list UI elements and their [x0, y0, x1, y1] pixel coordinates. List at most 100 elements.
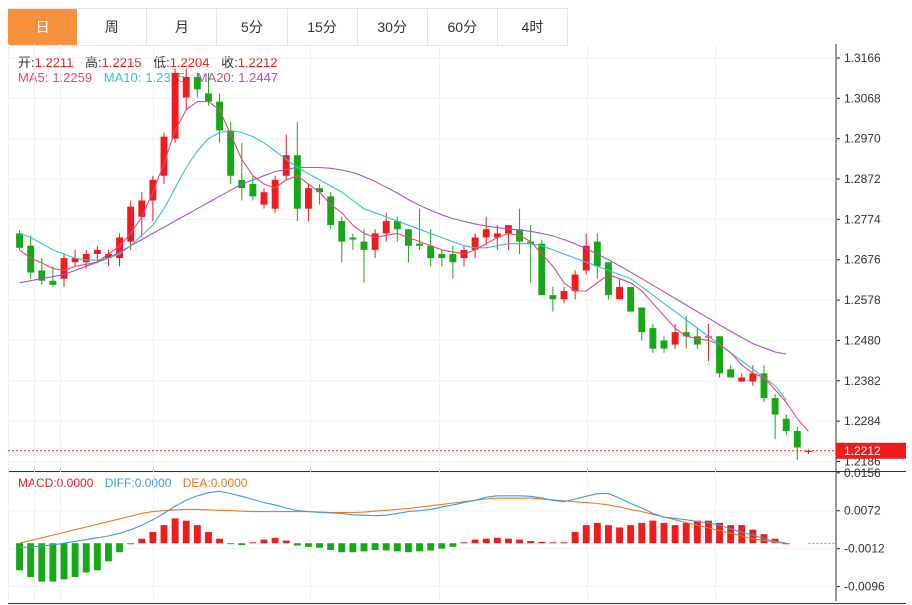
tab-2[interactable]: 月 [147, 9, 218, 45]
macd-y-tick-label: -0.0012 [844, 542, 885, 556]
ma5-label: MA5: [18, 70, 49, 85]
macd-hist-bar [738, 525, 746, 544]
candle-body [116, 237, 123, 259]
macd-hist-bar [505, 538, 512, 544]
y-tick-label: 1.2970 [844, 132, 881, 146]
macd-hist-bar [449, 543, 457, 547]
low-value: 1.2204 [169, 55, 210, 70]
candle-body [793, 431, 801, 448]
open-readout: 开:1.2211 [18, 55, 73, 70]
ma5-line [19, 101, 809, 432]
macd-hist-bar [293, 543, 301, 546]
candle-body [49, 280, 57, 285]
y-tick-label: 1.3166 [844, 51, 881, 65]
candle-body [682, 332, 690, 337]
macd-hist-bar [371, 543, 379, 550]
macd-hist-bar [427, 543, 435, 551]
macd-y-tick-label: 0.0072 [844, 504, 881, 518]
close-readout: 收:1.2212 [221, 55, 277, 70]
candle-body [549, 295, 557, 300]
candle-body [805, 450, 812, 452]
macd-hist-bar [160, 525, 168, 544]
macd-hist-bar [93, 543, 101, 571]
open-label: 开: [18, 55, 35, 70]
macd-hist-bar [549, 542, 557, 544]
dea-label: DEA: [182, 476, 211, 490]
macd-readout-item: MACD:0.0000 [18, 476, 93, 490]
candle-body [160, 136, 168, 176]
candle-body [293, 155, 301, 209]
macd-hist-bar [171, 518, 179, 544]
last-price-badge [836, 442, 906, 459]
macd-hist-bar [649, 520, 657, 544]
high-value: 1.2215 [101, 55, 142, 70]
macd-hist-bar [627, 525, 635, 544]
tab-1[interactable]: 周 [77, 9, 148, 45]
candle-body [382, 221, 390, 234]
macd-hist-bar [382, 543, 390, 551]
candle-body [393, 221, 401, 230]
candle-body [582, 245, 590, 271]
macd-hist-bar [482, 538, 490, 544]
candle-body [538, 243, 546, 296]
candle-body [482, 229, 490, 238]
candle-body [105, 253, 112, 259]
dea-line [19, 497, 787, 544]
ma20-value: 1.2447 [238, 70, 279, 85]
tab-3[interactable]: 5分 [217, 9, 288, 45]
y-tick-label: 1.2774 [844, 212, 881, 226]
macd-hist-bar [238, 543, 246, 546]
tab-7[interactable]: 4时 [497, 9, 568, 45]
ma10-line [19, 129, 787, 401]
macd-hist-bar [782, 543, 790, 545]
macd-hist-bar [527, 540, 535, 544]
candle-body [771, 398, 779, 415]
macd-hist-bar [416, 543, 423, 552]
candle-body [782, 418, 790, 432]
macd-hist-bar [716, 522, 723, 544]
tab-5[interactable]: 30分 [357, 9, 428, 45]
macd-hist-bar [538, 541, 546, 544]
macd-hist-bar [438, 543, 446, 549]
macd-hist-bar [193, 525, 201, 544]
period-tabs: 日周月 5分 15分 30分 60分 4时 [8, 8, 568, 46]
candle-body [82, 253, 90, 263]
close-value: 1.2212 [237, 55, 278, 70]
candle-body [749, 373, 757, 382]
candle-body [760, 373, 768, 399]
candle-body [205, 93, 212, 102]
macd-hist-bar [638, 522, 646, 544]
tab-4[interactable]: 15分 [287, 9, 358, 45]
diff-label: DIFF: [104, 476, 135, 490]
macd-hist-bar [349, 543, 357, 553]
candle-body [571, 274, 579, 292]
dea-readout: DEA:0.0000 [183, 476, 248, 490]
candle-body [216, 101, 223, 131]
candle-body [716, 336, 723, 374]
high-label: 高: [85, 55, 102, 70]
candle-body [149, 179, 157, 201]
macd-hist-bar [249, 542, 257, 544]
macd-hist-bar [493, 537, 501, 544]
candle-body [260, 192, 268, 205]
y-tick-label: 1.2676 [844, 253, 881, 267]
candle-body [605, 262, 612, 296]
candle-body [438, 253, 446, 259]
high-readout: 高:1.2215 [85, 55, 141, 70]
macd-hist-bar [127, 543, 135, 545]
macd-hist-bar [182, 520, 190, 544]
tab-0[interactable]: 日 [8, 9, 78, 45]
ma20-label: MA20: [196, 70, 235, 85]
candle-body [227, 130, 235, 176]
macd-hist-bar [393, 543, 401, 552]
macd-hist-bar [571, 531, 579, 544]
candle-body [193, 76, 201, 90]
macd-y-tick-label: 0.0156 [844, 466, 881, 480]
macd-hist-bar [227, 543, 235, 545]
candle-body [338, 221, 346, 242]
candle-body [282, 155, 290, 176]
candle-body [27, 245, 35, 273]
tab-6[interactable]: 60分 [427, 9, 498, 45]
ma20-line [19, 166, 787, 355]
